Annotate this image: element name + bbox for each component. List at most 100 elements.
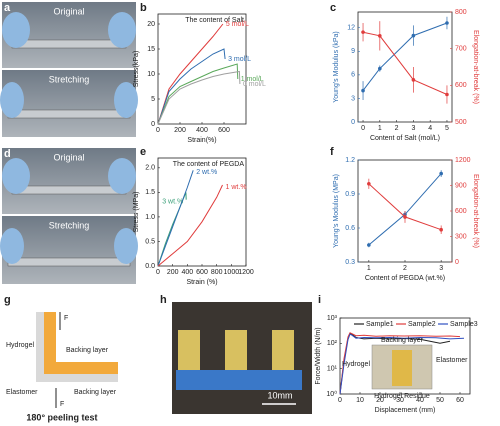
x-tick-label: 4	[428, 125, 432, 132]
series-line	[368, 173, 442, 246]
y2-tick-label: 300	[455, 233, 467, 240]
x-tick-label: 50	[436, 397, 444, 404]
y-axis-label: Young's Modulus (MPa)	[333, 174, 340, 248]
y-tick-label: 0.6	[345, 225, 355, 232]
layer-label: Elastomer	[6, 389, 38, 396]
legend-label: Sample3	[450, 321, 478, 328]
y-tick-label: 0	[351, 119, 355, 126]
glove	[114, 228, 138, 264]
panel-label: g	[4, 294, 11, 306]
x-tick-label: 2	[395, 125, 399, 132]
glove	[114, 82, 138, 118]
ruler	[7, 109, 131, 119]
x-tick-label: 600	[218, 127, 230, 134]
panel-label: d	[4, 148, 11, 160]
annotation: The content of Salt	[185, 17, 244, 24]
photo-caption: Original	[53, 6, 84, 16]
series-line	[157, 63, 239, 125]
y2-tick-label: 600	[455, 208, 467, 215]
ruler	[11, 185, 127, 195]
glove	[0, 228, 24, 264]
layer-label: Backing layer	[74, 389, 117, 396]
marker	[445, 92, 449, 97]
y-tick-label: 3	[351, 95, 355, 102]
layer-label: Hydrogel	[6, 342, 34, 349]
x-tick-label: 1200	[238, 269, 254, 276]
marker	[439, 171, 443, 176]
panel-label: b	[140, 2, 147, 14]
x-tick-label: 60	[456, 397, 464, 404]
y-tick-label: 1.5	[145, 189, 155, 196]
y-axis-label: Stress (MPa)	[133, 192, 140, 233]
x-axis-label: Displacement (mm)	[375, 407, 436, 414]
photo-caption: Original	[53, 152, 84, 162]
glove	[2, 12, 30, 48]
y-tick-label: 0.5	[145, 238, 155, 245]
marker	[361, 88, 365, 93]
marker	[367, 243, 371, 247]
marker	[411, 78, 416, 82]
glove	[0, 82, 24, 118]
series-line	[157, 70, 241, 125]
series-line	[157, 23, 224, 125]
inset-sample	[392, 350, 412, 386]
photo	[2, 70, 136, 137]
panel-label: h	[160, 294, 167, 306]
marker	[378, 34, 382, 38]
force-label: F	[60, 401, 64, 408]
inset-label: Hydrogel	[342, 361, 370, 368]
y-tick-label: 15	[147, 46, 155, 53]
y2-tick-label: 900	[455, 182, 467, 189]
elastomer-layer	[36, 312, 118, 382]
x-axis-label: Strain (%)	[186, 279, 217, 286]
marker	[445, 21, 449, 25]
x-tick-label: 400	[181, 269, 193, 276]
y2-tick-label: 0	[455, 259, 459, 266]
panel-label: c	[330, 2, 336, 14]
force-label: F	[64, 315, 68, 322]
series-line	[157, 170, 194, 267]
x-tick-label: 0	[156, 269, 160, 276]
x-tick-label: 5	[445, 125, 449, 132]
marker	[439, 227, 443, 232]
y-axis-label: Force/Width (N/m)	[315, 327, 322, 384]
plot-frame	[339, 317, 471, 395]
inset-label: Backing layer	[381, 337, 424, 344]
x-tick-label: 1	[367, 265, 371, 272]
y2-tick-label: 1200	[455, 157, 471, 164]
x-tick-label: 200	[167, 269, 179, 276]
y-tick-label: 12	[347, 25, 355, 32]
y2-axis-label: Elongation-at-break (%)	[472, 174, 479, 248]
y-tick-label: 0	[151, 121, 155, 128]
series-line	[157, 48, 226, 125]
photo	[2, 216, 136, 284]
y-tick-label: 10⁰	[326, 390, 337, 398]
series-label: 0 mol/L	[243, 81, 266, 88]
series-label: 1 wt.%	[226, 184, 247, 191]
panel-label: f	[330, 146, 334, 158]
y-tick-label: 0.9	[345, 191, 355, 198]
y-tick-label: 2.0	[145, 165, 155, 172]
series-line	[362, 31, 448, 95]
y2-tick-label: 700	[455, 46, 467, 53]
glove	[108, 12, 136, 48]
y-axis-label: Young's Modulus (kPa)	[333, 31, 340, 103]
y-tick-label: 1.0	[145, 214, 155, 221]
panel-label: e	[140, 146, 146, 158]
series-label: 3 wt.%	[162, 199, 183, 206]
series-line	[362, 22, 448, 91]
photo-caption: Stretching	[49, 220, 90, 230]
layer-label: Backing layer	[66, 347, 109, 354]
y-tick-label: 6	[351, 72, 355, 79]
y2-tick-label: 500	[455, 119, 467, 126]
marker	[403, 215, 407, 219]
inset-label: Elastomer	[436, 357, 468, 364]
marker	[367, 182, 371, 186]
y-tick-label: 10³	[327, 315, 338, 322]
marker	[361, 30, 365, 34]
x-tick-label: 10	[356, 397, 364, 404]
legend-label: Sample1	[366, 321, 394, 328]
y-tick-label: 5	[151, 96, 155, 103]
x-tick-label: 800	[211, 269, 223, 276]
